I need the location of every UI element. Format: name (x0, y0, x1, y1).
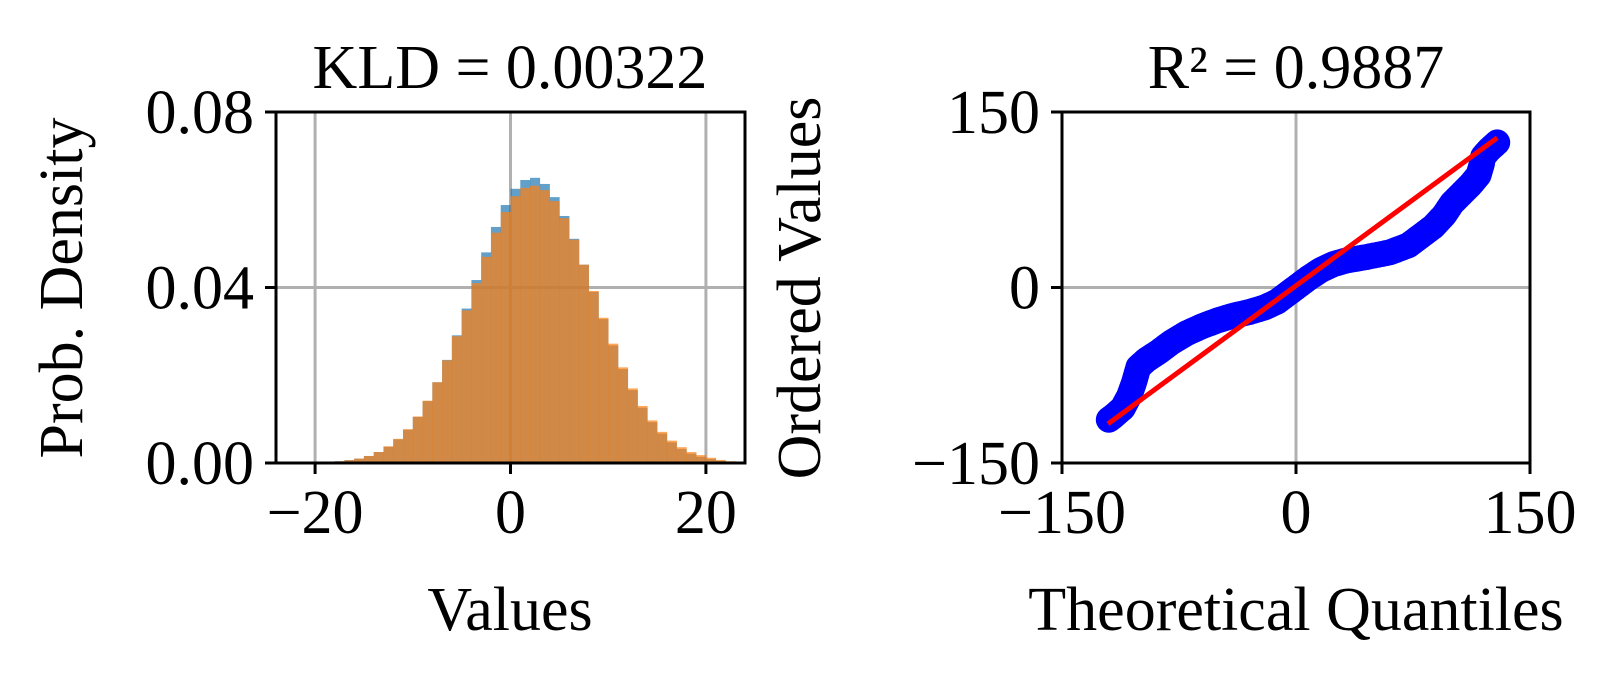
histogram-bar (383, 446, 394, 463)
qq-ticks: −150 0 150 −150 0 150 (912, 79, 1576, 547)
y-tick-label: 150 (947, 79, 1040, 147)
histogram-bar (666, 440, 677, 463)
histogram-bar (451, 336, 462, 463)
histogram-xlabel: Values (427, 576, 592, 644)
histogram-bar (549, 201, 560, 463)
histogram-bar (696, 455, 707, 463)
histogram-bar (598, 317, 609, 463)
histogram-bar (461, 310, 472, 463)
histogram-ticks: −20 0 20 0.00 0.04 0.08 (146, 79, 737, 547)
x-tick-label: −150 (998, 479, 1126, 547)
y-tick-label: 0 (1009, 255, 1040, 323)
histogram-bar (578, 264, 589, 463)
histogram-bar (588, 291, 599, 463)
histogram-bar (471, 283, 482, 463)
qq-ylabel: Ordered Values (766, 97, 834, 480)
histogram-bar (559, 218, 570, 463)
x-tick-label: 0 (1281, 479, 1312, 547)
histogram-panel: −20 0 200.000.040.08 KLD = 0.00322 Values … (28, 34, 747, 644)
histogram-bar (432, 382, 443, 463)
histogram-bar (627, 388, 638, 463)
x-tick-label: 0 (495, 479, 526, 547)
x-tick-label: 150 (1484, 479, 1577, 547)
histogram-bar (422, 400, 433, 463)
qq-point (1484, 129, 1511, 156)
histogram-bar (647, 420, 658, 463)
histogram-ylabel: Prob. Density (28, 118, 96, 459)
histogram-bar (715, 459, 726, 463)
histogram-bar (490, 232, 502, 463)
histogram-bar (657, 431, 668, 463)
histogram-bar (481, 256, 492, 463)
histogram-bar (686, 452, 697, 463)
x-tick-label: −20 (267, 479, 364, 547)
histogram-bar (676, 447, 687, 463)
histogram-bar (530, 185, 541, 463)
histogram-bar (617, 367, 629, 463)
qq-xlabel: Theoretical Quantiles (1028, 576, 1563, 644)
histogram-bar (363, 455, 375, 463)
y-tick-label: −150 (912, 430, 1040, 498)
histogram-bars (315, 177, 746, 464)
histogram-bar (412, 416, 423, 463)
histogram-bar (393, 438, 404, 463)
histogram-bar (354, 458, 365, 463)
qq-fit-line (1106, 135, 1499, 426)
y-tick-label: 0.00 (146, 430, 255, 498)
histogram-bar (500, 212, 511, 463)
y-tick-label: 0.08 (146, 79, 255, 147)
qq-panel: −150 0 150 −150 0 150 R² = 0.9887 Theoretical… (766, 34, 1577, 644)
histogram-bar (539, 190, 550, 463)
histogram-title: KLD = 0.00322 (313, 34, 708, 102)
histogram-bar (569, 239, 580, 463)
histogram-bar (442, 360, 453, 463)
histogram-bar (520, 187, 531, 463)
histogram-bar (510, 196, 521, 464)
y-tick-label: 0.04 (146, 255, 255, 323)
histogram-bar (705, 457, 716, 463)
x-tick-label: 20 (675, 479, 737, 547)
histogram-bar (373, 452, 384, 463)
qq-title: R² = 0.9887 (1148, 34, 1444, 102)
histogram-bar (608, 343, 619, 463)
histogram-bar (637, 405, 648, 463)
histogram-bar (403, 429, 414, 463)
